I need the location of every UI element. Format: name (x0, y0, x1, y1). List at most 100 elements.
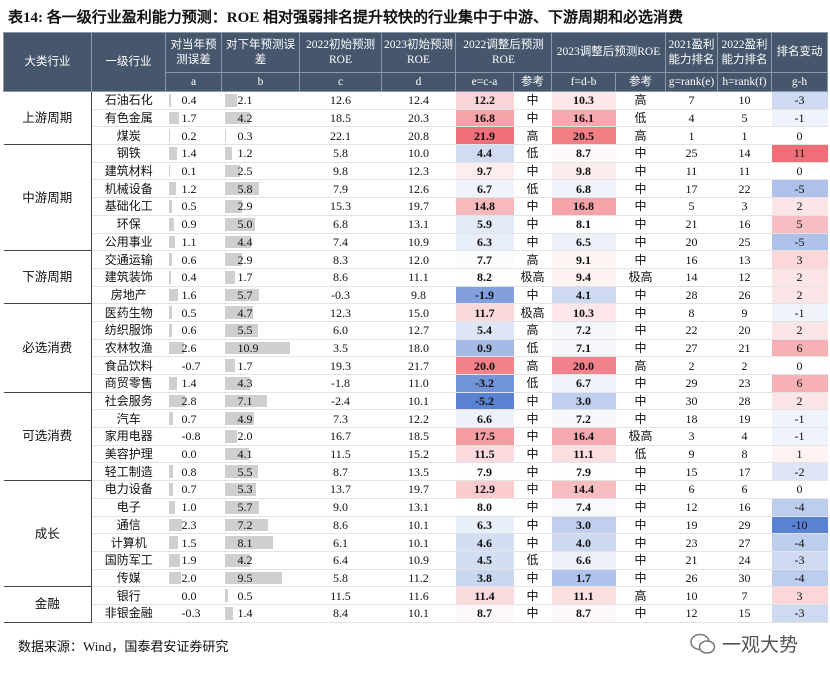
cell: 11.2 (381, 569, 456, 588)
cell: 25 (717, 233, 772, 252)
cell: 9.4 (551, 268, 616, 287)
cell: 2.0 (221, 427, 300, 446)
data-bar (168, 182, 176, 196)
cell: 电力设备 (91, 480, 166, 499)
cell: 5.5 (221, 321, 300, 340)
data-bar (224, 164, 240, 178)
cell: 0.1 (165, 162, 222, 181)
data-bar (168, 377, 177, 390)
cell: -0.8 (165, 427, 222, 446)
group-cell: 必选消费 (3, 303, 92, 393)
cell: 28 (665, 286, 718, 305)
cell: 8.6 (299, 268, 382, 287)
cell-text: 5.7 (237, 500, 253, 515)
header-cell: 对当年预测误差 (165, 32, 222, 73)
cell: 1.4 (165, 144, 222, 163)
group-cell: 中游周期 (3, 144, 92, 252)
cell: 11.4 (455, 586, 514, 605)
cell: 2.9 (221, 250, 300, 269)
data-bar (224, 571, 282, 585)
cell: 10.3 (551, 303, 616, 322)
cell: 中 (615, 604, 666, 623)
cell: 3 (771, 586, 828, 605)
cell: 30 (717, 569, 772, 588)
cell: 7.3 (299, 409, 382, 429)
cell: 12.2 (381, 409, 456, 429)
cell-text: 2.6 (181, 340, 197, 355)
data-bar (168, 394, 186, 408)
cell: 10.1 (381, 391, 456, 411)
cell: 6.3 (455, 233, 514, 252)
cell: 5.4 (455, 321, 514, 340)
cell: 6 (717, 480, 772, 499)
cell-text: 0.5 (181, 305, 197, 320)
cell: 低 (513, 179, 552, 199)
cell: 8.0 (455, 498, 514, 517)
cell-text: 1.7 (181, 111, 197, 126)
cell: 极高 (615, 427, 666, 446)
header-cell: 2023初始预测ROE (381, 32, 456, 73)
cell: 17 (665, 179, 718, 199)
data-bar (224, 270, 235, 284)
table-row: 必选消费 医药生物 0.5 4.7 12.3 15.0 11.7 极高 10.3 中 8 9 -1 (3, 303, 828, 393)
data-bar (224, 253, 242, 266)
cell: 7.4 (299, 233, 382, 252)
data-bar (224, 182, 260, 196)
cell: 15 (717, 604, 772, 623)
cell: 中 (513, 162, 552, 181)
table-row: 非银金融 -0.3 1.4 8.4 10.1 8.7 中 8.7 中 12 15 -3 (4, 604, 828, 623)
table-row: 食品饮料 -0.7 1.7 19.3 21.7 20.0 高 20.0 高 2 2 0 (4, 356, 828, 375)
cell: 8 (665, 303, 718, 322)
header-cell: 大类行业 (3, 32, 92, 92)
cell-text: 5.0 (237, 217, 253, 232)
table-row: 建筑装饰 0.4 1.7 8.6 11.1 8.2 极高 9.4 极高 14 12 2 (4, 268, 828, 287)
header-cell: 2022调整后预测ROE (455, 32, 552, 73)
cell: 11.1 (381, 268, 456, 287)
cell: 中 (513, 586, 552, 605)
cell: 5 (771, 215, 828, 234)
cell-text: 5.5 (237, 323, 253, 338)
cell-text: 2.9 (237, 199, 253, 214)
cell: 4.2 (221, 551, 300, 570)
cell: 中 (513, 604, 552, 623)
data-bar (168, 571, 181, 585)
header-cell: 参考 (615, 72, 666, 92)
table-row: 汽车 0.7 4.9 7.3 12.2 6.6 中 7.2 中 18 19 -1 (4, 409, 828, 429)
cell: 11.5 (299, 586, 382, 605)
cell-text: 5.5 (237, 464, 253, 479)
header-cell: 2022盈利能力排名 (717, 32, 772, 73)
cell: 1.0 (165, 498, 222, 517)
data-bar (168, 306, 172, 319)
cell: 7.9 (455, 462, 514, 482)
cell: 8.1 (551, 215, 616, 234)
cell: 19.7 (381, 197, 456, 216)
cell: 6 (665, 480, 718, 499)
cell: 4.3 (221, 374, 300, 393)
cell: 中 (615, 480, 666, 499)
cell: 21 (665, 215, 718, 234)
cell: 机械设备 (91, 179, 166, 199)
cell: 5.8 (299, 569, 382, 588)
cell-text: 0.3 (237, 128, 253, 143)
cell: 5.8 (221, 179, 300, 199)
data-bar (224, 111, 250, 125)
cell: 2 (665, 356, 718, 375)
cell: -1 (771, 409, 828, 429)
cell: 2 (771, 286, 828, 305)
cell: 通信 (91, 516, 166, 535)
cell: 2.3 (165, 516, 222, 535)
cell: 12 (665, 498, 718, 517)
header-cell: e=c-a (455, 72, 514, 92)
cell: 中 (513, 409, 552, 429)
cell: 20.0 (455, 356, 514, 375)
cell: 中 (513, 516, 552, 535)
data-bar (224, 483, 257, 496)
cell: -1.9 (455, 286, 514, 305)
cell: 3.5 (299, 339, 382, 358)
data-bar (168, 235, 176, 249)
cell: 4.7 (221, 303, 300, 322)
cell: 国防军工 (91, 551, 166, 570)
cell: 中 (615, 321, 666, 340)
cell: 农林牧渔 (91, 339, 166, 358)
cell: 11.5 (455, 445, 514, 464)
